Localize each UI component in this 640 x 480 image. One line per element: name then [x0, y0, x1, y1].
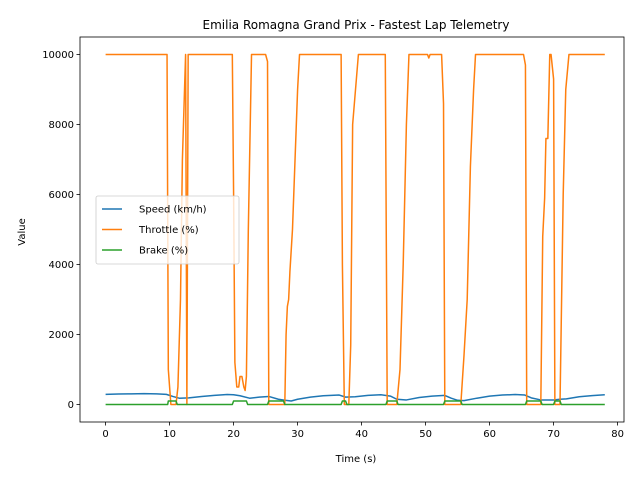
y-axis-label: Value	[17, 218, 28, 245]
legend-label-1: Throttle (%)	[138, 225, 199, 236]
series-line-2	[105, 400, 605, 406]
y-tick-label: 10000	[42, 50, 74, 61]
x-axis: 0 10 20 30 40 50 60 70 80	[102, 422, 624, 440]
legend-label-2: Brake (%)	[139, 246, 188, 257]
legend-box	[95, 195, 240, 265]
plot-frame	[79, 36, 625, 423]
x-tick-label: 80	[611, 429, 624, 440]
x-axis-label: Time (s)	[335, 454, 377, 465]
series-layer	[105, 53, 605, 406]
x-tick-label: 0	[102, 429, 108, 440]
y-axis: 0 2000 4000 6000 8000 10000	[42, 50, 80, 411]
y-tick-label: 4000	[49, 260, 74, 271]
y-tick-label: 0	[68, 400, 74, 411]
series-line-0	[105, 392, 605, 402]
x-tick-label: 50	[419, 429, 432, 440]
y-tick-label: 6000	[49, 190, 74, 201]
x-tick-label: 30	[291, 429, 304, 440]
legend: Speed (km/h) Throttle (%) Brake (%)	[95, 195, 240, 265]
x-tick-label: 70	[547, 429, 560, 440]
x-tick-label: 20	[227, 429, 240, 440]
legend-label-0: Speed (km/h)	[139, 205, 207, 216]
chart-title: Emilia Romagna Grand Prix - Fastest Lap …	[203, 18, 510, 32]
y-tick-label: 2000	[49, 330, 74, 341]
x-tick-label: 10	[163, 429, 176, 440]
y-tick-label: 8000	[49, 120, 74, 131]
x-tick-label: 60	[483, 429, 496, 440]
x-tick-label: 40	[355, 429, 368, 440]
